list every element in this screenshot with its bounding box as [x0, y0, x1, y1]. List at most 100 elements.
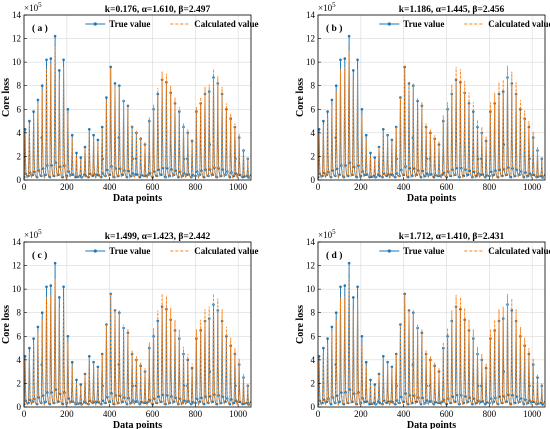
data-point: [369, 378, 372, 382]
y-tick-label: 14: [306, 10, 316, 20]
x-tick-label: 1000: [523, 409, 542, 419]
data-point: [399, 96, 402, 99]
data-point: [212, 76, 215, 79]
y-tick-label: 6: [311, 331, 316, 341]
data-point: [96, 365, 100, 369]
y-tick-label: 4: [311, 355, 316, 365]
data-point: [109, 65, 112, 69]
data-point: [539, 174, 543, 178]
data-point: [340, 391, 343, 394]
data-point: [359, 174, 363, 178]
y-exponent: ×105: [318, 1, 336, 13]
data-point: [466, 173, 470, 176]
data-point: [79, 383, 83, 386]
data-point: [40, 84, 44, 87]
data-point: [347, 261, 351, 265]
data-point: [160, 400, 163, 404]
data-point: [318, 128, 321, 131]
data-point: [58, 296, 61, 299]
data-point: [485, 401, 489, 404]
data-point: [67, 397, 71, 400]
data-point: [200, 396, 203, 400]
data-point: [28, 346, 31, 350]
data-point: [24, 355, 27, 358]
legend-label-calculated: Calculated value: [488, 246, 550, 256]
data-point: [451, 395, 455, 399]
data-point: [351, 400, 354, 404]
data-point: [352, 296, 355, 299]
data-point: [364, 360, 368, 364]
axes-frame: [23, 241, 252, 408]
data-point: [127, 169, 130, 173]
y-exponent-base: ×10: [318, 230, 333, 240]
legend-label-true: True value: [403, 19, 444, 29]
data-point: [352, 69, 355, 72]
data-point: [50, 164, 53, 167]
y-tick-label: 8: [17, 308, 22, 318]
x-tick-label: 600: [440, 409, 454, 419]
data-point: [208, 395, 212, 398]
x-tick-label: 200: [354, 409, 368, 419]
data-point: [536, 376, 539, 379]
data-point: [472, 110, 475, 113]
series-line-calculated: [24, 46, 251, 180]
data-point: [463, 318, 467, 322]
data-point: [36, 325, 40, 329]
data-point: [524, 398, 527, 401]
data-point: [161, 166, 165, 170]
chart-panel-3: 0 200 400 600 800 1000 0 2 4 6 8 10 12 14×105 k=1.712,…: [295, 228, 550, 429]
y-tick-label: 8: [311, 308, 316, 318]
chart-panel-0: 0 200 400 600 800 1000 0 2 4 6 8 10 12 14×105 k=0.176,…: [1, 1, 259, 204]
y-tick-label: 2: [311, 151, 316, 161]
y-tick-label: 10: [306, 57, 316, 67]
data-point: [136, 173, 139, 176]
x-tick-label: 1000: [523, 182, 542, 192]
data-point: [211, 400, 214, 404]
y-exponent: ×105: [24, 228, 42, 240]
y-tick-label: 2: [311, 378, 316, 388]
y-tick-label: 6: [17, 104, 22, 114]
x-tick-label: 0: [316, 409, 321, 419]
data-point: [166, 394, 169, 397]
data-point: [501, 90, 505, 93]
y-tick-label: 10: [12, 57, 22, 67]
data-point: [32, 337, 35, 340]
data-point: [471, 402, 474, 406]
data-point: [186, 358, 190, 362]
data-point: [32, 110, 35, 113]
data-point: [343, 284, 347, 287]
data-point: [79, 156, 83, 159]
y-tick-label: 0: [311, 175, 316, 185]
chart-panel-1: 0 200 400 600 800 1000 0 2 4 6 8 10 12 14×105 k=1.186,…: [295, 1, 550, 204]
y-exponent-power: 5: [332, 1, 336, 9]
data-point: [106, 168, 109, 172]
data-point: [194, 174, 197, 178]
data-point: [234, 172, 238, 175]
series-line-calculated: [318, 50, 545, 180]
x-tick-label: 800: [483, 182, 497, 192]
data-point: [507, 393, 510, 397]
data-point: [497, 92, 501, 96]
data-point: [373, 156, 377, 159]
data-point: [156, 92, 160, 96]
data-point: [541, 403, 544, 406]
data-point: [347, 34, 351, 38]
x-tick-label: 800: [189, 409, 203, 419]
data-point: [339, 285, 342, 289]
data-point: [394, 402, 397, 406]
data-point: [157, 168, 160, 171]
axes-frame: [23, 14, 252, 181]
x-tick-label: 0: [22, 182, 27, 192]
x-tick-label: 200: [60, 182, 74, 192]
data-point: [66, 335, 70, 338]
y-tick-label: 10: [12, 284, 22, 294]
data-point: [113, 82, 117, 85]
data-point: [83, 145, 87, 149]
chart-panel-2: 0 200 400 600 800 1000 0 2 4 6 8 10 12 14×105 k=1.499,…: [1, 228, 259, 429]
panel-label: ( b ): [326, 23, 342, 34]
data-point: [225, 108, 228, 111]
data-point: [416, 99, 419, 103]
series-line-calculated: [318, 278, 545, 407]
data-point: [360, 108, 364, 111]
data-point: [519, 108, 522, 111]
